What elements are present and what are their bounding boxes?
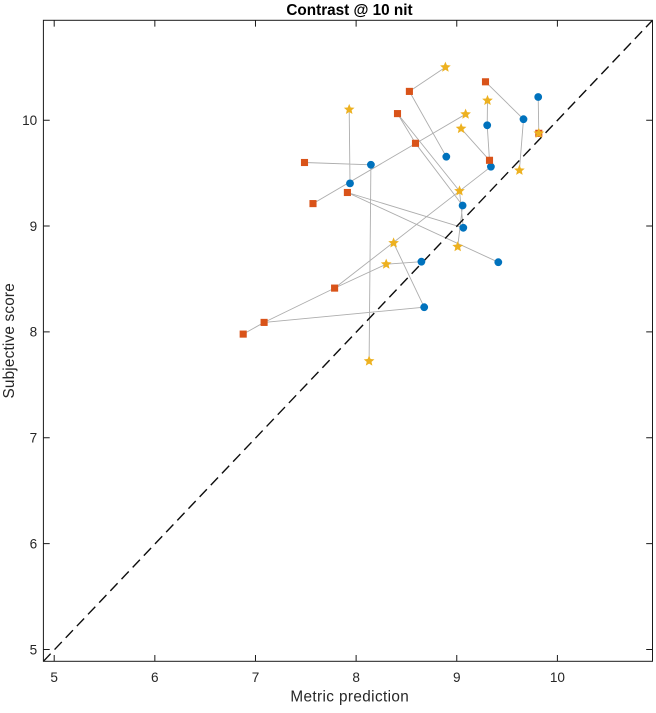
- svg-text:10: 10: [22, 113, 38, 128]
- svg-text:7: 7: [252, 670, 260, 685]
- svg-text:9: 9: [453, 670, 461, 685]
- svg-text:5: 5: [30, 642, 38, 657]
- svg-text:6: 6: [30, 536, 38, 551]
- svg-text:Subjective score: Subjective score: [1, 283, 18, 398]
- svg-text:Metric prediction: Metric prediction: [290, 689, 409, 706]
- svg-text:6: 6: [151, 670, 159, 685]
- svg-text:7: 7: [30, 431, 38, 446]
- svg-text:8: 8: [30, 325, 38, 340]
- svg-text:8: 8: [352, 670, 360, 685]
- svg-text:10: 10: [550, 670, 566, 685]
- svg-text:5: 5: [50, 670, 58, 685]
- svg-text:9: 9: [30, 219, 38, 234]
- svg-text:Contrast @ 10 nit: Contrast @ 10 nit: [286, 2, 412, 19]
